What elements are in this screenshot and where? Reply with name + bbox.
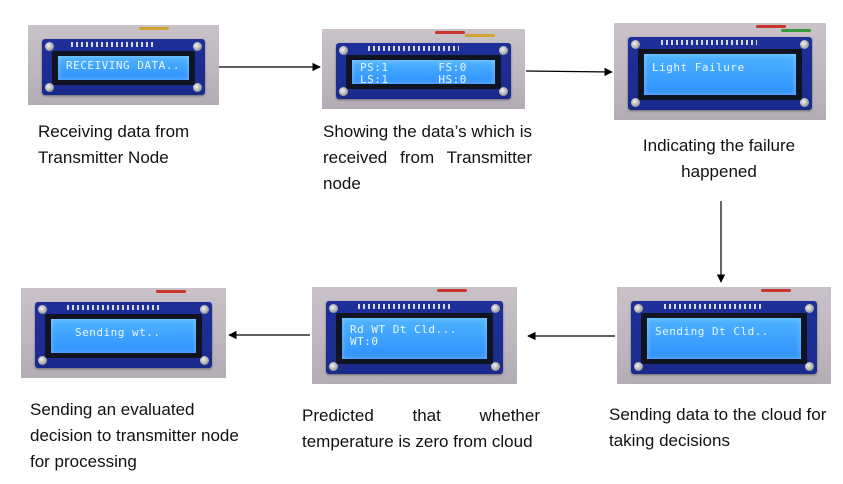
lcd-photo-sending-wt: Sending wt.. bbox=[21, 288, 226, 378]
lcd-screen: Light Failure bbox=[644, 54, 796, 95]
lcd-board: PS:1 FS:0 LS:1 HS:0 bbox=[336, 43, 511, 99]
caption-showing-data: Showing the data’s which is received fro… bbox=[323, 122, 532, 193]
lcd-board: Sending wt.. bbox=[35, 302, 212, 368]
lcd-board: Rd WT Dt Cld... WT:0 bbox=[326, 301, 503, 374]
lcd-screen: Rd WT Dt Cld... WT:0 bbox=[342, 318, 487, 359]
caption-sending-wt: Sending an evaluated decision to transmi… bbox=[30, 400, 239, 471]
lcd-board: RECEIVING DATA.. bbox=[42, 39, 205, 95]
lcd-line-1: Sending wt.. bbox=[75, 326, 161, 339]
lcd-line-1: Rd WT Dt Cld... bbox=[350, 323, 457, 336]
lcd-line-1: Light Failure bbox=[652, 61, 745, 74]
lcd-board: Light Failure bbox=[628, 37, 812, 110]
lcd-photo-receiving: RECEIVING DATA.. bbox=[28, 25, 219, 105]
arrow-2-to-3 bbox=[525, 67, 613, 77]
lcd-screen: Sending Dt Cld.. bbox=[647, 318, 801, 359]
lcd-photo-sending-cloud: Sending Dt Cld.. bbox=[617, 287, 831, 384]
lcd-line-2: WT:0 bbox=[350, 335, 379, 348]
caption-read-wt: Predicted that whether temperature is ze… bbox=[302, 406, 540, 451]
lcd-photo-light-failure: Light Failure bbox=[614, 23, 826, 120]
lcd-screen: Sending wt.. bbox=[51, 319, 196, 353]
lcd-screen: PS:1 FS:0 LS:1 HS:0 bbox=[352, 60, 495, 86]
caption-sending-cloud: Sending data to the cloud for taking dec… bbox=[609, 405, 827, 450]
lcd-line-1: RECEIVING DATA.. bbox=[66, 59, 180, 72]
lcd-photo-showing-data: PS:1 FS:0 LS:1 HS:0 bbox=[322, 29, 525, 109]
lcd-line-1: Sending Dt Cld.. bbox=[655, 325, 769, 338]
caption-receiving: Receiving data from Transmitter Node bbox=[38, 122, 190, 167]
caption-light-failure: Indicating the failure happened bbox=[642, 136, 796, 181]
lcd-photo-read-wt: Rd WT Dt Cld... WT:0 bbox=[312, 287, 517, 384]
lcd-line-2: LS:1 HS:0 bbox=[360, 73, 467, 86]
lcd-board: Sending Dt Cld.. bbox=[631, 301, 817, 374]
lcd-screen: RECEIVING DATA.. bbox=[58, 56, 189, 80]
lcd-line-1: PS:1 FS:0 bbox=[360, 61, 467, 74]
